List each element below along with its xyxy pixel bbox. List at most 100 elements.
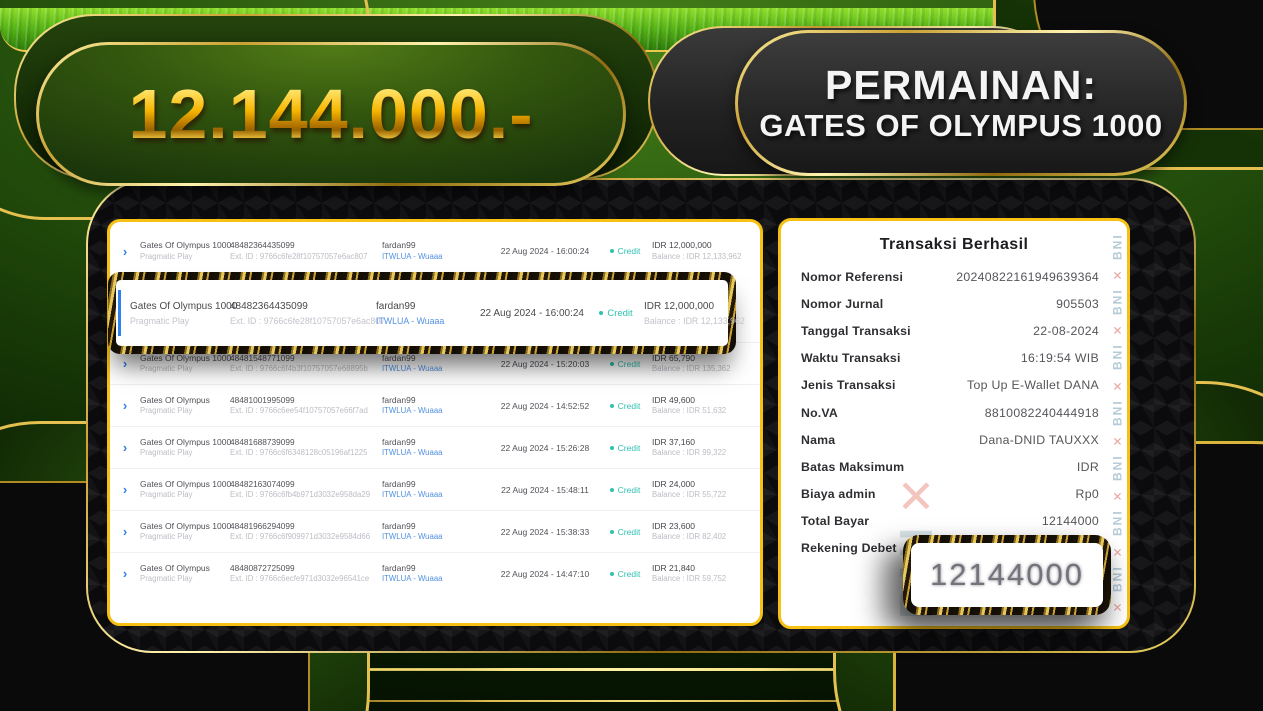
datetime: 22 Aug 2024 - 16:00:24 bbox=[500, 246, 590, 256]
username: fardan99 bbox=[382, 478, 416, 489]
ext-id: Ext. ID : 9766c6f6348128c05196af1225 bbox=[230, 448, 368, 458]
game-title: Gates Of Olympus bbox=[140, 394, 210, 405]
amount: IDR 37,160 bbox=[652, 436, 695, 447]
receipt-field-label: No.VA bbox=[801, 405, 838, 420]
receipt-field-row: Batas Maksimum IDR bbox=[801, 453, 1107, 480]
credit-label: Credit bbox=[617, 568, 641, 579]
receipt-field-value: 22-08-2024 bbox=[1033, 323, 1099, 338]
receipt-field-row: Tanggal Transaksi 22-08-2024 bbox=[801, 317, 1107, 344]
transaction-row[interactable]: › Gates Of Olympus 1000 Pragmatic Play 4… bbox=[110, 426, 760, 468]
highlighted-transaction-callout: Gates Of Olympus 1000 Pragmatic Play 484… bbox=[108, 272, 745, 354]
total-amount-value: 12144000 bbox=[930, 557, 1084, 592]
game-pill: PERMAINAN: GATES OF OLYMPUS 1000 bbox=[735, 30, 1187, 176]
receipt-field-label: Batas Maksimum bbox=[801, 459, 905, 474]
amount-cell: IDR 12,000,000 Balance : IDR 12,133,962 bbox=[652, 239, 760, 263]
txid-cell: 48481688739099 Ext. ID : 9766c6f6348128c… bbox=[230, 436, 382, 459]
receipt-field-value: 20240822161949639364 bbox=[956, 269, 1099, 284]
user-cell: fardan99 ITWLUA - Wuaaa bbox=[382, 394, 492, 418]
receipt-field-value: Rp0 bbox=[1075, 487, 1099, 502]
permainan-label: PERMAINAN: bbox=[825, 62, 1097, 108]
receipt-field-label: Total Bayar bbox=[801, 514, 870, 529]
credit-badge: Credit bbox=[588, 308, 644, 319]
user-cell: fardan99 ITWLUA - Wuaaa bbox=[382, 478, 492, 502]
game-cell: Gates Of Olympus Pragmatic Play bbox=[140, 394, 230, 418]
provider: Pragmatic Play bbox=[140, 406, 193, 416]
chevron-right-icon[interactable]: › bbox=[122, 243, 128, 259]
user-cell: fardan99 ITWLUA - Wuaaa bbox=[382, 562, 492, 586]
win-amount: 12.144.000.- bbox=[128, 75, 534, 153]
receipt-field-label: Jenis Transaksi bbox=[801, 378, 896, 393]
txid-cell: 48481548771099 Ext. ID : 9766c6f4b3f1075… bbox=[230, 352, 382, 375]
transaction-id: 48481688739099 bbox=[230, 436, 295, 447]
transaction-row[interactable]: › Gates Of Olympus Pragmatic Play 484808… bbox=[110, 552, 760, 594]
receipt-field-row: Nama Dana-DNID TAUXXX bbox=[801, 426, 1107, 453]
provider: Pragmatic Play bbox=[140, 490, 193, 500]
datetime: 22 Aug 2024 - 16:00:24 bbox=[480, 307, 584, 319]
game-title: Gates Of Olympus 1000 bbox=[130, 301, 238, 313]
ext-id: Ext. ID : 9766c6ee54f10757057e66f7ad bbox=[230, 406, 368, 416]
datetime: 22 Aug 2024 - 14:52:52 bbox=[500, 400, 590, 411]
user-cell: fardan99 ITWLUA - Wuaaa bbox=[382, 239, 492, 263]
balance: Balance : IDR 51,632 bbox=[652, 406, 727, 416]
receipt-field-row: Biaya admin Rp0 bbox=[801, 481, 1107, 508]
credit-dot-icon bbox=[609, 249, 614, 253]
chevron-right-icon[interactable]: › bbox=[122, 482, 128, 497]
chevron-right-icon[interactable]: › bbox=[122, 356, 128, 371]
game-cell: Gates Of Olympus 1000 Pragmatic Play bbox=[130, 298, 238, 327]
provider: Pragmatic Play bbox=[130, 316, 190, 327]
transaction-id: 48482364435099 bbox=[230, 240, 295, 251]
amount-cell: IDR 23,600 Balance : IDR 82,402 bbox=[652, 520, 760, 544]
gold-trim-line bbox=[64, 668, 1199, 671]
amount: IDR 65,790 bbox=[652, 352, 695, 363]
chevron-right-icon[interactable]: › bbox=[122, 398, 128, 413]
transaction-id: 48480872725099 bbox=[230, 562, 295, 573]
receipt-field-label: Nomor Referensi bbox=[801, 269, 904, 284]
transaction-row[interactable]: › Gates Of Olympus 1000 Pragmatic Play 4… bbox=[110, 222, 760, 274]
credit-dot-icon bbox=[609, 529, 614, 534]
txid-cell: 48481966294099 Ext. ID : 9766c6f909971d3… bbox=[230, 520, 382, 543]
receipt-field-value: 8810082240444918 bbox=[984, 405, 1099, 420]
receipt-field-label: Nama bbox=[801, 432, 836, 447]
game-cell: Gates Of Olympus 1000 Pragmatic Play bbox=[140, 352, 231, 376]
credit-badge: Credit bbox=[598, 527, 652, 537]
game-title: Gates Of Olympus 1000 bbox=[140, 478, 232, 489]
ext-id: Ext. ID : 9766c6fe28f10757057e6ac807 bbox=[230, 316, 386, 327]
transaction-row[interactable]: › Gates Of Olympus 1000 Pragmatic Play 4… bbox=[110, 468, 760, 510]
chevron-right-icon[interactable]: › bbox=[122, 440, 128, 455]
amount-cell: IDR 37,160 Balance : IDR 99,322 bbox=[652, 436, 760, 460]
datetime: 22 Aug 2024 - 14:47:10 bbox=[500, 568, 590, 579]
game-title: Gates Of Olympus 1000 bbox=[140, 436, 232, 447]
chevron-right-icon[interactable]: › bbox=[122, 566, 128, 581]
receipt-field-label: Tanggal Transaksi bbox=[801, 323, 911, 338]
receipt-field-row: Nomor Jurnal 905503 bbox=[801, 290, 1107, 317]
amount-cell: IDR 49,600 Balance : IDR 51,632 bbox=[652, 394, 760, 418]
receipt-field-label: Waktu Transaksi bbox=[801, 351, 901, 366]
game-cell: Gates Of Olympus 1000 Pragmatic Play bbox=[140, 520, 232, 544]
credit-badge: Credit bbox=[598, 359, 652, 369]
credit-label: Credit bbox=[607, 307, 633, 319]
game-cell: Gates Of Olympus 1000 Pragmatic Play bbox=[140, 478, 232, 502]
credit-badge: Credit bbox=[598, 401, 652, 411]
provider: Pragmatic Play bbox=[140, 574, 193, 584]
transaction-row[interactable]: › Gates Of Olympus Pragmatic Play 484810… bbox=[110, 384, 760, 426]
datetime: 22 Aug 2024 - 15:38:33 bbox=[500, 526, 590, 537]
ext-id: Ext. ID : 9766c6f909971d3032e9584d66 bbox=[230, 532, 371, 542]
datetime: 22 Aug 2024 - 15:48:11 bbox=[501, 484, 589, 495]
amount-cell: IDR 65,790 Balance : IDR 135,362 bbox=[652, 352, 760, 376]
agent: ITWLUA - Wuaaa bbox=[382, 490, 443, 500]
credit-label: Credit bbox=[617, 400, 641, 411]
user-cell: fardan99 ITWLUA - Wuaaa bbox=[382, 520, 492, 544]
ext-id: Ext. ID : 9766c6f4b3f10757057e68895b bbox=[230, 364, 368, 374]
game-title: Gates Of Olympus 1000 bbox=[140, 520, 232, 531]
game-cell: Gates Of Olympus 1000 Pragmatic Play bbox=[140, 436, 232, 460]
agent: ITWLUA - Wuaaa bbox=[382, 574, 443, 584]
amount-cell: IDR 12,000,000 Balance : IDR 12,133,962 bbox=[644, 298, 745, 327]
agent: ITWLUA - Wuaaa bbox=[382, 406, 443, 416]
chevron-right-icon[interactable]: › bbox=[122, 524, 128, 539]
amount: IDR 12,000,000 bbox=[652, 240, 712, 251]
user-cell: fardan99 ITWLUA - Wuaaa bbox=[382, 436, 492, 460]
balance: Balance : IDR 12,133,962 bbox=[652, 251, 742, 261]
transaction-row[interactable]: › Gates Of Olympus 1000 Pragmatic Play 4… bbox=[110, 510, 760, 552]
balance: Balance : IDR 59,752 bbox=[652, 574, 727, 584]
